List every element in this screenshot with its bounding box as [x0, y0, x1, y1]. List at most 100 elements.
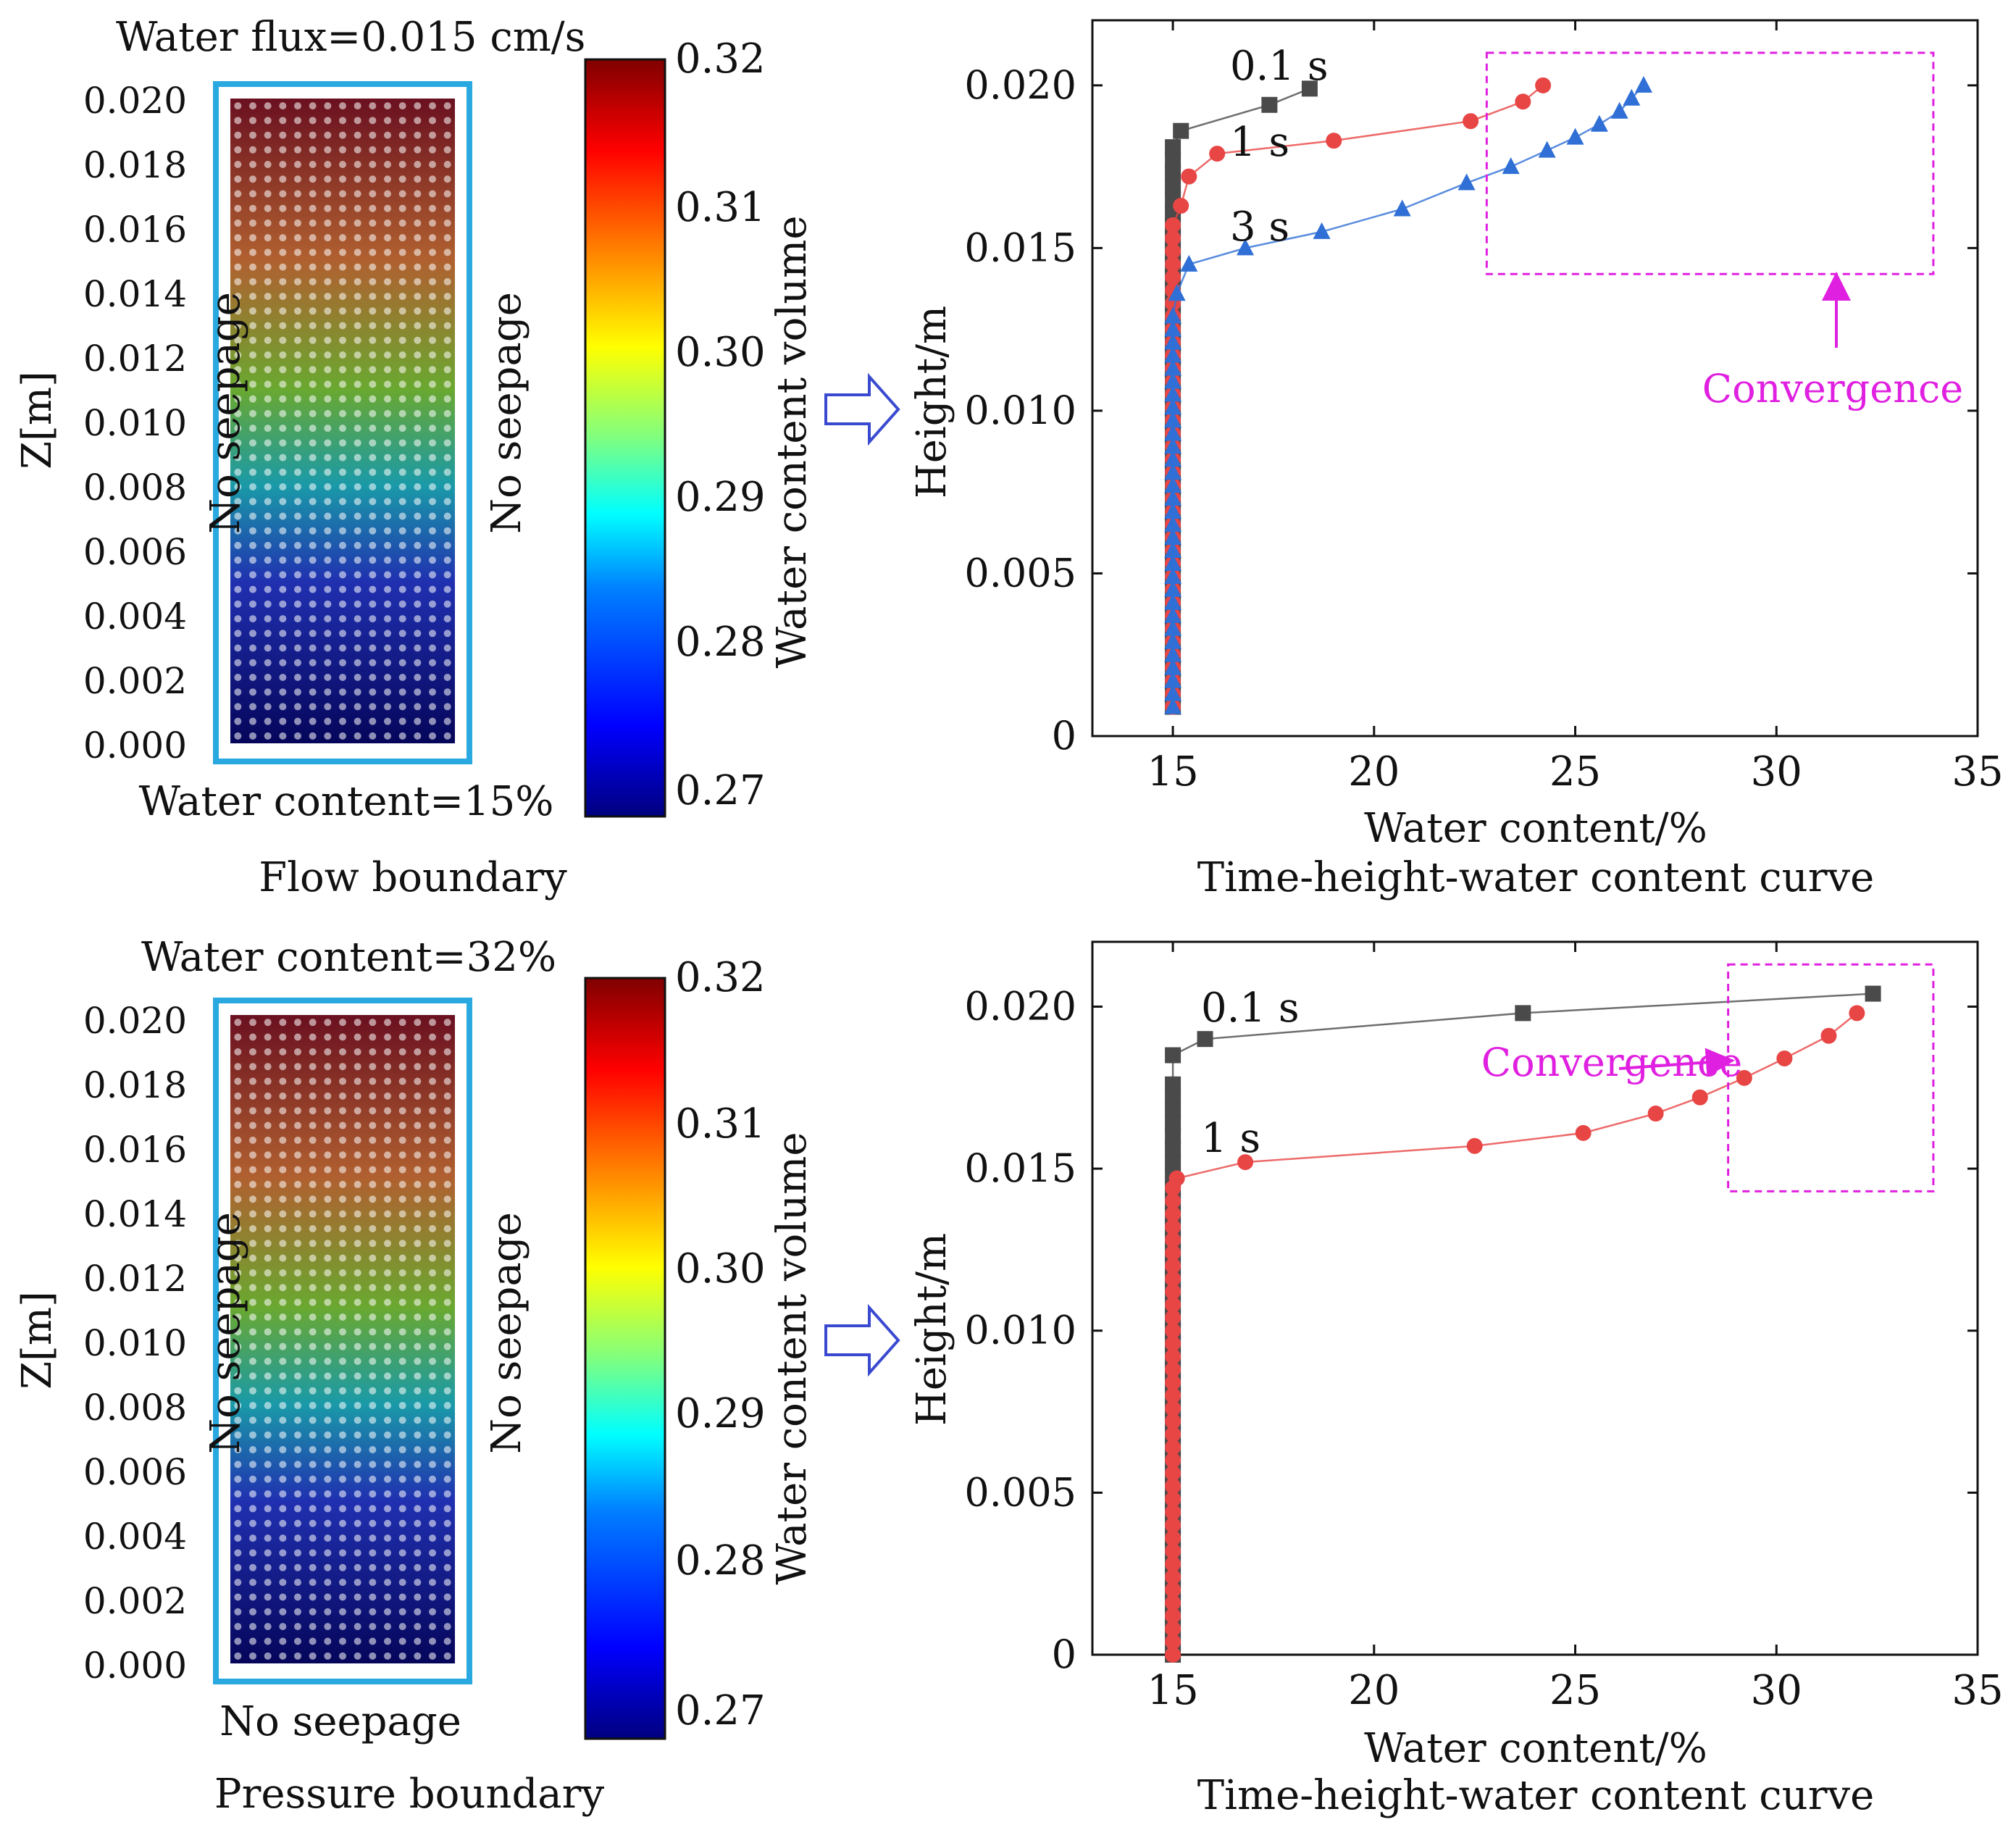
mesh-node [249, 512, 256, 520]
mesh-node [429, 1107, 436, 1115]
mesh-node [339, 1224, 346, 1232]
mesh-node [369, 1461, 377, 1469]
triangle-marker [1164, 671, 1182, 688]
mesh-node [369, 161, 377, 169]
mesh-node [279, 454, 287, 461]
mesh-node [294, 454, 301, 461]
z-tick: 0.016 [83, 209, 187, 251]
mesh-node [339, 1019, 346, 1027]
mesh-node [429, 703, 436, 711]
mesh-node [429, 673, 436, 681]
mesh-node [384, 1313, 391, 1321]
circle-marker [1165, 1542, 1181, 1559]
mesh-node [264, 234, 272, 242]
mesh-node [369, 1092, 377, 1100]
mesh-node [279, 190, 287, 198]
mesh-node [339, 248, 346, 256]
mesh-node [324, 659, 332, 667]
mesh-node [384, 600, 391, 608]
mesh-node [324, 146, 332, 154]
mesh-node [339, 1063, 346, 1071]
mesh-node [339, 409, 346, 417]
mesh-node [384, 644, 391, 652]
z-tick: 0.006 [83, 531, 187, 573]
mesh-node [249, 659, 256, 667]
mesh-node [249, 688, 256, 696]
mesh-node [369, 659, 377, 667]
mesh-node [234, 1623, 242, 1631]
mesh-node [414, 117, 422, 125]
mesh-node [384, 717, 391, 725]
mesh-node [384, 1490, 391, 1498]
mesh-node [398, 1608, 406, 1616]
mesh-node [369, 1387, 377, 1395]
square-marker [1165, 1089, 1181, 1106]
triangle-marker [1164, 541, 1182, 559]
mesh-node [339, 483, 346, 491]
mesh-node [339, 1652, 346, 1660]
z-tick: 0.006 [83, 1451, 187, 1493]
mesh-node [443, 527, 451, 535]
mesh-node [414, 527, 422, 535]
mesh-node [369, 1195, 377, 1203]
circle-marker [1776, 1050, 1793, 1067]
mesh-node [354, 498, 361, 506]
y-tick-label: 0.010 [964, 388, 1076, 433]
mesh-node [249, 117, 256, 125]
mesh-node [294, 1342, 301, 1350]
mesh-node [249, 1121, 256, 1129]
mesh-node [339, 234, 346, 242]
circle-marker [1326, 133, 1342, 149]
colorbar-flow: 0.27 0.28 0.29 0.30 0.31 0.32 Water cont… [584, 35, 816, 818]
mesh-node [443, 1358, 451, 1366]
circle-marker [1165, 230, 1181, 246]
mesh-node [234, 1446, 242, 1454]
mesh-node [369, 1328, 377, 1336]
mesh-node [294, 1151, 301, 1159]
mesh-node [309, 1180, 317, 1188]
mesh-node [398, 1461, 406, 1469]
mesh-node [324, 1623, 332, 1631]
mesh-node [324, 366, 332, 374]
mesh-node [309, 161, 317, 169]
z-tick-labels: 0.000 0.002 0.004 0.006 0.008 0.010 0.01… [83, 80, 187, 766]
mesh-node [324, 1298, 332, 1306]
mesh-node [369, 1416, 377, 1424]
z-tick: 0.016 [83, 1129, 187, 1171]
mesh-node [249, 600, 256, 608]
mesh-node [384, 1180, 391, 1188]
mesh-node [384, 131, 391, 139]
mesh-node [384, 527, 391, 535]
mesh-node [339, 1608, 346, 1616]
mesh-node [279, 1372, 287, 1380]
mesh-node [429, 644, 436, 652]
colorbar-tick: 0.27 [675, 1687, 766, 1734]
z-tick: 0.012 [83, 1258, 187, 1300]
triangle-marker [1164, 346, 1182, 363]
mesh-node [443, 1579, 451, 1587]
mesh-node [324, 1166, 332, 1174]
mesh-node [443, 234, 451, 242]
mesh-node [354, 395, 361, 403]
mesh-node [234, 1195, 242, 1203]
mesh-node [324, 1637, 332, 1645]
mesh-node [354, 263, 361, 271]
mesh-node [294, 425, 301, 433]
mesh-node [354, 1490, 361, 1498]
mesh-node [279, 1107, 287, 1115]
circle-marker [1173, 197, 1189, 214]
mesh-node [369, 1210, 377, 1218]
mesh-node [443, 600, 451, 608]
colorbar-label: Water content volume [769, 215, 816, 668]
mesh-node [414, 366, 422, 374]
mesh-node [324, 454, 332, 461]
mesh-node [339, 1313, 346, 1321]
mesh-node [234, 219, 242, 227]
mesh-node [264, 1534, 272, 1542]
mesh-node [398, 366, 406, 374]
mesh-node [414, 248, 422, 256]
mesh-node [264, 1269, 272, 1277]
mesh-node [294, 717, 301, 725]
mesh-node [249, 380, 256, 388]
mesh-node [354, 1402, 361, 1410]
